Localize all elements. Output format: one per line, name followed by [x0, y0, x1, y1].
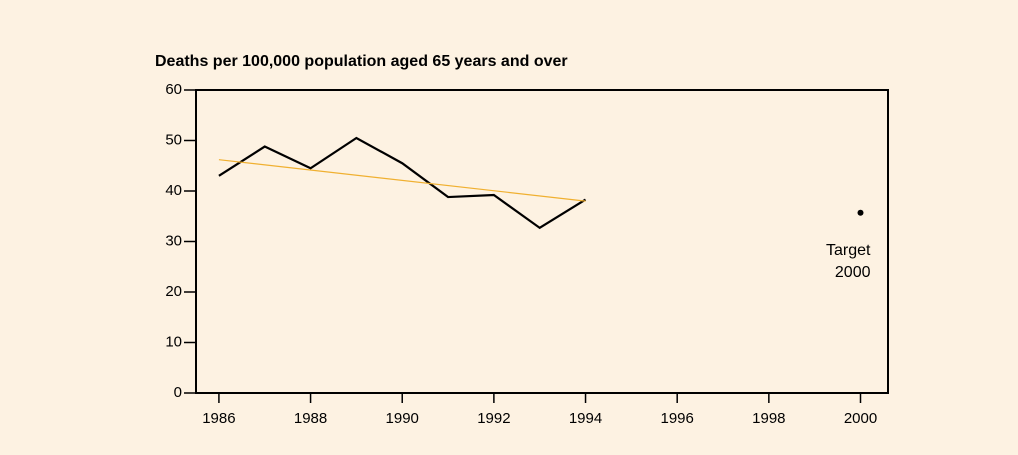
x-tick-label: 1986 [202, 410, 235, 427]
annotation: Target [826, 242, 871, 259]
y-tick-label: 20 [165, 283, 182, 300]
trend-line [218, 159, 586, 202]
x-tick-label: 1996 [661, 410, 694, 427]
target-point [857, 209, 864, 216]
x-tick-label: 2000 [844, 410, 877, 427]
x-tick-label: 1988 [294, 410, 327, 427]
y-tick-label: 30 [165, 232, 182, 249]
chart-title: Deaths per 100,000 population aged 65 ye… [155, 53, 568, 70]
x-tick-label: 1994 [569, 410, 602, 427]
data-line [218, 136, 587, 230]
annotation: 2000 [835, 264, 871, 281]
x-tick-label: 1990 [386, 410, 419, 427]
y-tick-label: 10 [165, 333, 182, 350]
y-tick-label: 50 [165, 131, 182, 148]
y-tick-label: 40 [165, 182, 182, 199]
y-tick-label: 0 [174, 384, 182, 401]
y-tick-label: 60 [165, 81, 182, 98]
x-tick-label: 1992 [477, 410, 510, 427]
x-tick-label: 1998 [752, 410, 785, 427]
